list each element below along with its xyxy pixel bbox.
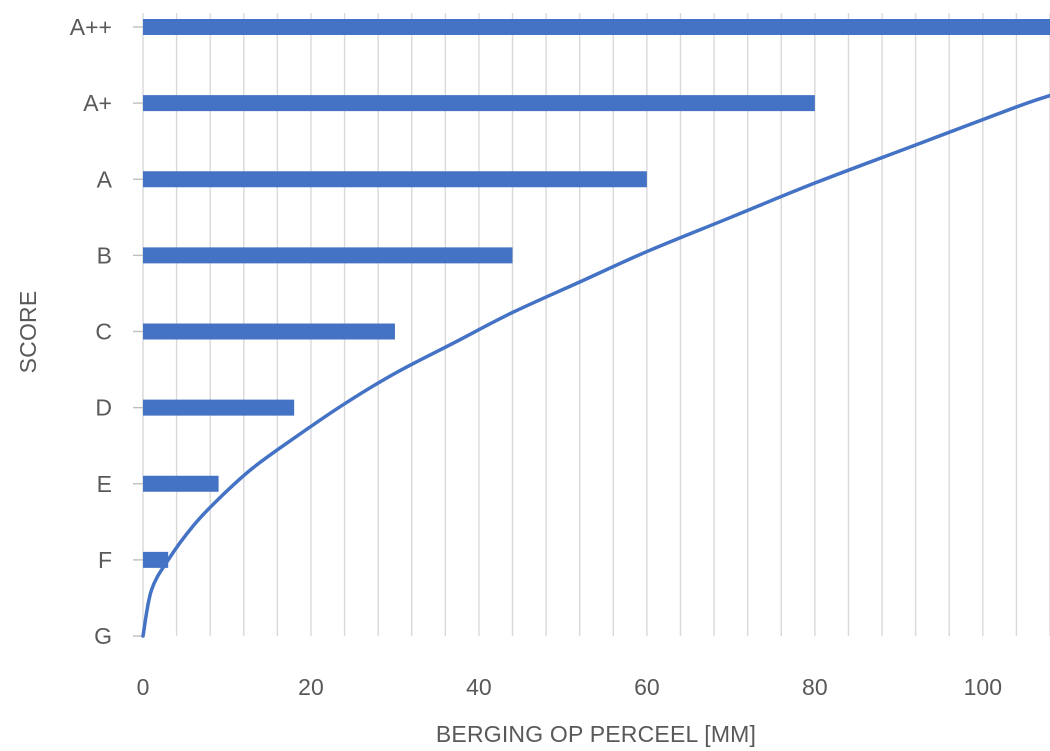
y-tick-label-B: B (97, 242, 112, 268)
x-tick-labels: 0 20 40 60 80 100 (137, 674, 1002, 700)
bar-A++ (143, 19, 1050, 35)
x-tick-label: 60 (634, 674, 660, 700)
bar-B (143, 247, 513, 264)
bar-D (143, 399, 295, 416)
y-tick-label-A+: A+ (83, 90, 112, 116)
y-tick-label-E: E (97, 471, 112, 497)
x-axis-title: BERGING OP PERCEEL [MM] (436, 721, 756, 747)
grid-layer (133, 13, 1050, 637)
y-tick-label-A: A (97, 166, 113, 192)
x-tick-label: 0 (137, 674, 150, 700)
y-tick-label-G: G (94, 623, 112, 649)
x-tick-label: 20 (298, 674, 324, 700)
y-tick-label-C: C (95, 319, 112, 345)
y-tick-labels: G F E D C B A A+ A++ (70, 14, 113, 649)
bar-layer (143, 19, 1050, 568)
y-tick-label-A++: A++ (70, 14, 112, 40)
curve-layer (141, 93, 1050, 638)
x-tick-label: 80 (802, 674, 828, 700)
y-tick-label-F: F (98, 547, 112, 573)
y-axis-title: SCORE (15, 291, 41, 374)
bar-F (143, 551, 169, 568)
bar-A+ (143, 95, 815, 112)
bar-A (143, 171, 647, 188)
y-tick-label-D: D (95, 395, 112, 421)
score-curve (141, 93, 1050, 638)
x-tick-label: 100 (964, 674, 1002, 700)
x-tick-label: 40 (466, 674, 492, 700)
bar-C (143, 323, 395, 340)
bar-E (143, 475, 219, 492)
